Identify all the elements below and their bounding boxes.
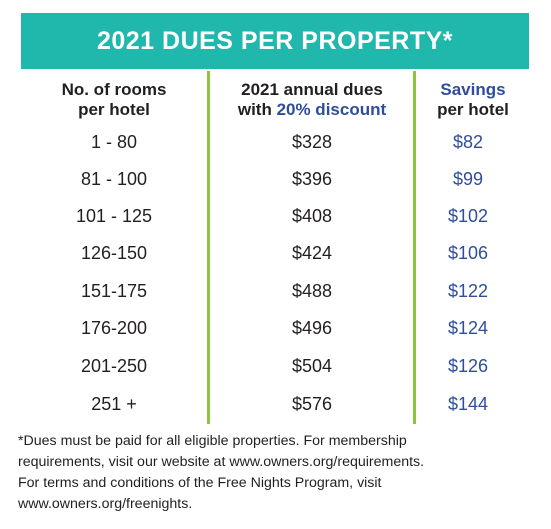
rooms-cell: 81 - 100 [80,169,148,189]
rooms-cell: 251 + [91,394,137,414]
footnote-line: *Dues must be paid for all eligible prop… [18,433,407,449]
header-dues-line2: with 20% discount [213,100,411,120]
footnote-line: requirements, visit our website at www.o… [18,454,425,470]
footnote-line: www.owners.org/freenights. [18,496,193,512]
table-row: 176-200 $496 $124 [0,310,551,347]
dues-cell: $424 [291,243,333,263]
footnote: *Dues must be paid for all eligible prop… [18,431,538,515]
dues-cell: $328 [291,132,333,152]
dues-cell: $496 [291,318,333,338]
header-rooms-line2: per hotel [78,100,150,119]
dues-cell: $396 [291,169,333,189]
header-savings-line1: Savings [440,80,506,99]
title-banner: 2021 DUES PER PROPERTY* [21,13,529,69]
header-dues-discount: 20% discount [276,100,387,119]
column-divider-1 [207,71,210,424]
header-rooms-line1: No. of rooms [61,80,167,99]
dues-cell: $488 [291,281,333,301]
header-dues: 2021 annual dues with 20% discount [213,80,411,120]
savings-cell: $144 [447,394,489,414]
savings-cell: $82 [452,132,484,152]
header-savings-line2: per hotel [437,100,509,119]
dues-cell: $576 [291,394,333,414]
rooms-cell: 1 - 80 [90,132,138,152]
table-row: 151-175 $488 $122 [0,273,551,310]
table-row: 81 - 100 $396 $99 [0,161,551,198]
savings-cell: $102 [447,206,489,226]
rooms-cell: 101 - 125 [75,206,153,226]
rooms-cell: 151-175 [80,281,148,301]
table-row: 126-150 $424 $106 [0,235,551,272]
column-divider-2 [413,71,416,424]
header-dues-line1: 2021 annual dues [241,80,383,99]
table-row: 251 + $576 $144 [0,386,551,423]
footnote-line: For terms and conditions of the Free Nig… [18,475,382,491]
rooms-cell: 176-200 [80,318,148,338]
table-row: 101 - 125 $408 $102 [0,198,551,235]
header-dues-prefix: with [237,100,277,119]
rooms-cell: 126-150 [80,243,148,263]
savings-cell: $124 [447,318,489,338]
dues-cell: $408 [291,206,333,226]
table-row: 1 - 80 $328 $82 [0,124,551,161]
header-savings: Savings per hotel [418,80,528,120]
dues-cell: $504 [291,356,333,376]
savings-cell: $126 [447,356,489,376]
savings-cell: $106 [447,243,489,263]
table-row: 201-250 $504 $126 [0,348,551,385]
savings-cell: $99 [452,169,484,189]
page-title: 2021 DUES PER PROPERTY* [96,26,454,55]
header-rooms: No. of rooms per hotel [24,80,204,120]
savings-cell: $122 [447,281,489,301]
rooms-cell: 201-250 [80,356,148,376]
